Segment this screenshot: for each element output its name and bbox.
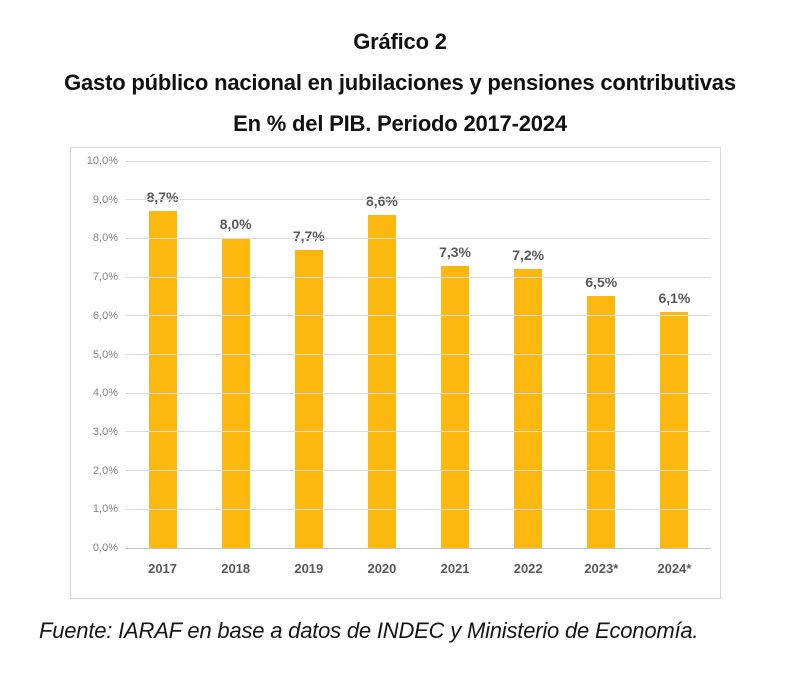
bar-value-label: 7,2% xyxy=(512,247,545,264)
y-tick-label: 8,0% xyxy=(92,232,118,245)
chart-frame: 0,0% 1,0% 2,0% 3,0% 4,0% 5,0% 6,0% 7,0% 8,0% 9,0%… xyxy=(70,147,721,599)
bar-value-label: 8,6% xyxy=(365,193,398,210)
bar-value-label: 6,5% xyxy=(585,274,618,291)
y-tick-label: 6,0% xyxy=(92,309,118,322)
bar xyxy=(660,311,689,548)
x-tick-label: 2022 xyxy=(513,561,543,576)
bar-value-label: 6,1% xyxy=(658,289,691,306)
y-tick-label: 9,0% xyxy=(92,193,118,206)
bar-slot: 6,5% 2023* xyxy=(565,161,638,576)
gridline xyxy=(126,199,711,201)
bar-series: 8,7% 2017 8,0% 2018 7,7% 2019 8,6% 2020 7,3% 2021… xyxy=(126,161,711,577)
bar-value-label: 8,0% xyxy=(219,216,252,233)
bar-value-label: 7,7% xyxy=(292,228,325,245)
bar-slot: 8,7% 2017 xyxy=(126,161,199,576)
bar xyxy=(148,211,177,548)
y-tick-label: 5,0% xyxy=(92,348,118,361)
x-tick-label: 2021 xyxy=(440,561,470,576)
gridline xyxy=(126,431,711,433)
chart-main-title: Gasto público nacional en jubilaciones y… xyxy=(64,70,736,95)
x-tick-label: 2024* xyxy=(657,561,692,576)
gridline xyxy=(126,160,711,162)
gridline xyxy=(126,276,711,278)
x-tick-label: 2018 xyxy=(221,561,251,576)
gridline xyxy=(126,237,711,239)
x-tick-label: 2020 xyxy=(367,561,397,576)
bar xyxy=(441,265,470,548)
gridline xyxy=(126,508,711,510)
bar xyxy=(514,269,543,548)
bar-value-label: 8,7% xyxy=(146,189,179,206)
x-tick-label: 2017 xyxy=(148,561,178,576)
x-tick-label: 2023* xyxy=(584,561,619,576)
y-tick-label: 0,0% xyxy=(92,542,118,554)
x-tick-label: 2019 xyxy=(294,561,324,576)
source-caption: Fuente: IARAF en base a datos de INDEC y… xyxy=(39,618,699,643)
bar-slot: 7,7% 2019 xyxy=(272,161,345,576)
bar-value-label: 7,3% xyxy=(439,243,472,260)
bar-slot: 7,3% 2021 xyxy=(419,161,492,577)
chart-period-subtitle: En % del PIB. Periodo 2017-2024 xyxy=(233,111,567,136)
y-tick-label: 10,0% xyxy=(86,155,118,167)
chart-number-title: Gráfico 2 xyxy=(353,29,447,54)
y-tick-label: 1,0% xyxy=(92,503,118,516)
bar-slot: 6,1% 2024* xyxy=(638,161,711,576)
gridline xyxy=(126,470,711,472)
x-axis-line xyxy=(126,547,711,549)
bar xyxy=(294,250,323,548)
plot-area: 8,7% 2017 8,0% 2018 7,7% 2019 8,6% 2020 7,3% 2021… xyxy=(126,160,711,577)
y-tick-label: 4,0% xyxy=(92,387,118,400)
y-tick-label: 7,0% xyxy=(92,271,118,284)
y-axis: 0,0% 1,0% 2,0% 3,0% 4,0% 5,0% 6,0% 7,0% 8,0% 9,0%… xyxy=(71,155,118,554)
bar-slot: 8,6% 2020 xyxy=(345,161,418,576)
gridline xyxy=(126,392,711,394)
y-tick-label: 3,0% xyxy=(92,425,118,438)
y-tick-label: 2,0% xyxy=(92,464,118,477)
bar xyxy=(587,296,616,548)
gridline xyxy=(126,354,711,355)
bar xyxy=(367,215,396,548)
gridline xyxy=(126,315,711,317)
